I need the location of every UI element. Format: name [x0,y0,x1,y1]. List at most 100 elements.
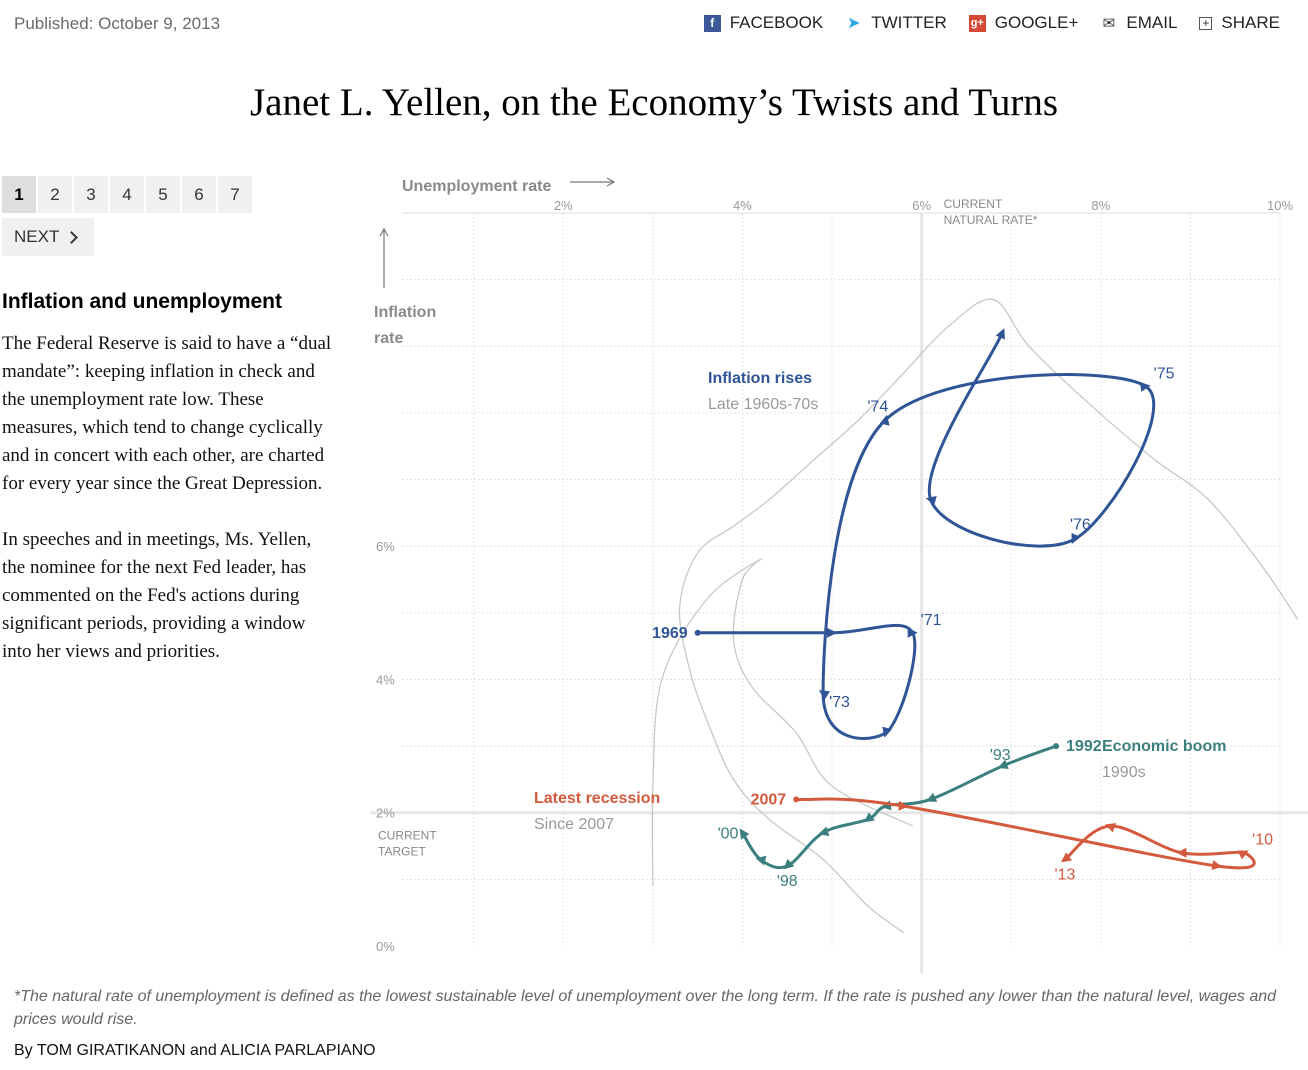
x-tick-label: 10% [1267,198,1293,213]
inflation-rises-point-label: 1969 [652,625,688,642]
economic-boom-point-label: '00 [718,826,739,843]
page-title: Janet L. Yellen, on the Economy’s Twists… [250,81,1058,124]
inflation-rises-point-arrow [879,414,890,426]
economic-boom-point-arrow [926,792,938,802]
inflation-rises-point-arrow [925,496,937,506]
y-tick-label: 6% [376,539,395,554]
inflation-rises-point-label: '76 [1070,517,1091,534]
x-tick-label: 4% [733,198,752,213]
latest-recession-point-arrow [1237,850,1249,860]
inflation-rises-point-arrow [995,328,1005,340]
share-bar: f FACEBOOK ➤ TWITTER g+ GOOGLE+ ✉ EMAIL … [703,13,1280,33]
x-axis-arrowhead [606,177,616,187]
next-button[interactable]: NEXT [2,218,94,256]
page-3-button[interactable]: 3 [74,176,108,213]
inflation-rises-annotation-subtitle: Late 1960s-70s [708,396,818,413]
inflation-rises-line [696,331,1156,740]
economic-boom-point-label: 1992 [1066,738,1102,755]
inflation-rises-point-arrow [882,726,892,738]
inflation-rises-start-point [694,629,701,636]
economic-boom-point-arrow [818,826,830,837]
section-body: The Federal Reserve is said to have a “d… [2,330,337,694]
google-plus-share-button[interactable]: g+ GOOGLE+ [968,13,1079,33]
google-plus-icon: g+ [968,14,986,32]
latest-recession-point-arrow [1105,823,1117,833]
y-tick-label: 2% [376,806,395,821]
page-7-button[interactable]: 7 [218,176,252,213]
economic-boom-point-arrow [863,812,875,823]
economic-boom-point-arrow [997,759,1009,770]
economic-boom-point-label: '93 [990,747,1011,764]
x-axis-title: Unemployment rate [402,178,551,195]
email-icon: ✉ [1102,15,1116,32]
phillips-curve-chart: CURRENT NATURAL RATE* CURRENT TARGET 2% 4% 6% 8… [370,177,1308,973]
inflation-target-label: TARGET [378,845,426,859]
latest-recession-point-arrow [1211,860,1223,870]
inflation-rises-point-label: '73 [829,694,850,711]
email-label: EMAIL [1126,13,1178,32]
latest-recession-point-label: '10 [1252,832,1273,849]
footnote: *The natural rate of unemployment is def… [14,988,1277,1028]
economic-boom-point-arrow [783,858,795,870]
page-4-button[interactable]: 4 [110,176,144,213]
email-share-button[interactable]: ✉ EMAIL [1100,13,1178,33]
share-icon: + [1199,16,1213,30]
facebook-label: FACEBOOK [729,13,824,32]
published-date: Published: October 9, 2013 [14,14,221,33]
economic-boom-annotation-subtitle: 1990s [1102,764,1146,781]
x-tick-label: 8% [1091,198,1110,213]
pager: 1 2 3 4 5 6 7 [2,176,252,213]
inflation-rises-point-label: '74 [867,399,888,416]
section-paragraph-2: In speeches and in meetings, Ms. Yellen,… [2,529,312,662]
inflation-rises-point-arrow [1071,532,1081,545]
inflation-rises-point-arrow [1140,381,1151,392]
latest-recession-point-label: 2007 [751,791,787,808]
latest-recession-start-point [793,796,800,803]
natural-rate-label: CURRENT [944,197,1003,211]
latest-recession-annotation-subtitle: Since 2007 [534,816,614,833]
inflation-rises-point-label: '75 [1154,365,1175,382]
inflation-rises-point-arrow [907,627,918,638]
twitter-share-button[interactable]: ➤ TWITTER [845,13,947,33]
google-plus-label: GOOGLE+ [994,13,1079,32]
background-history-line [678,298,1299,934]
economic-boom-annotation-title: Economic boom [1102,738,1226,755]
section-paragraph-1: The Federal Reserve is said to have a “d… [2,333,332,494]
page-5-button[interactable]: 5 [146,176,180,213]
latest-recession-point-arrow [1176,847,1187,858]
inflation-rises-point-arrow [827,627,837,638]
y-tick-label: 0% [376,939,395,954]
twitter-label: TWITTER [871,13,947,32]
background-history-line [651,558,913,887]
natural-rate-label: NATURAL RATE* [944,213,1038,227]
economic-boom-point-arrow [739,828,750,840]
page-2-button[interactable]: 2 [38,176,72,213]
facebook-share-button[interactable]: f FACEBOOK [703,13,824,33]
latest-recession-line [794,797,1256,870]
y-axis-arrowhead [379,227,389,237]
latest-recession-point-label: '13 [1055,866,1076,883]
latest-recession-point-arrow [1060,852,1072,863]
y-tick-label: 4% [376,672,395,687]
y-axis-title: rate [374,330,403,347]
inflation-target-label: CURRENT [378,829,437,843]
inflation-rises-point-label: '71 [921,612,942,629]
economic-boom-point-label: '98 [777,873,798,890]
x-tick-label: 2% [554,198,573,213]
inflation-rises-annotation-title: Inflation rises [708,370,812,387]
share-label: SHARE [1221,13,1280,32]
y-axis-title: Inflation [374,304,436,321]
latest-recession-annotation-title: Latest recession [534,790,660,807]
economic-boom-point-arrow [755,855,767,866]
share-button[interactable]: + SHARE [1199,13,1280,33]
twitter-icon: ➤ [847,15,861,32]
page-6-button[interactable]: 6 [182,176,216,213]
chevron-right-icon [65,231,79,244]
inflation-rises-point-arrow [818,690,831,700]
byline: By TOM GIRATIKANON and ALICIA PARLAPIANO [14,1042,376,1059]
page-1-button[interactable]: 1 [2,176,36,213]
latest-recession-point-arrow [898,800,909,811]
facebook-icon: f [703,14,721,32]
next-label: NEXT [14,227,60,246]
section-title: Inflation and unemployment [2,290,283,313]
